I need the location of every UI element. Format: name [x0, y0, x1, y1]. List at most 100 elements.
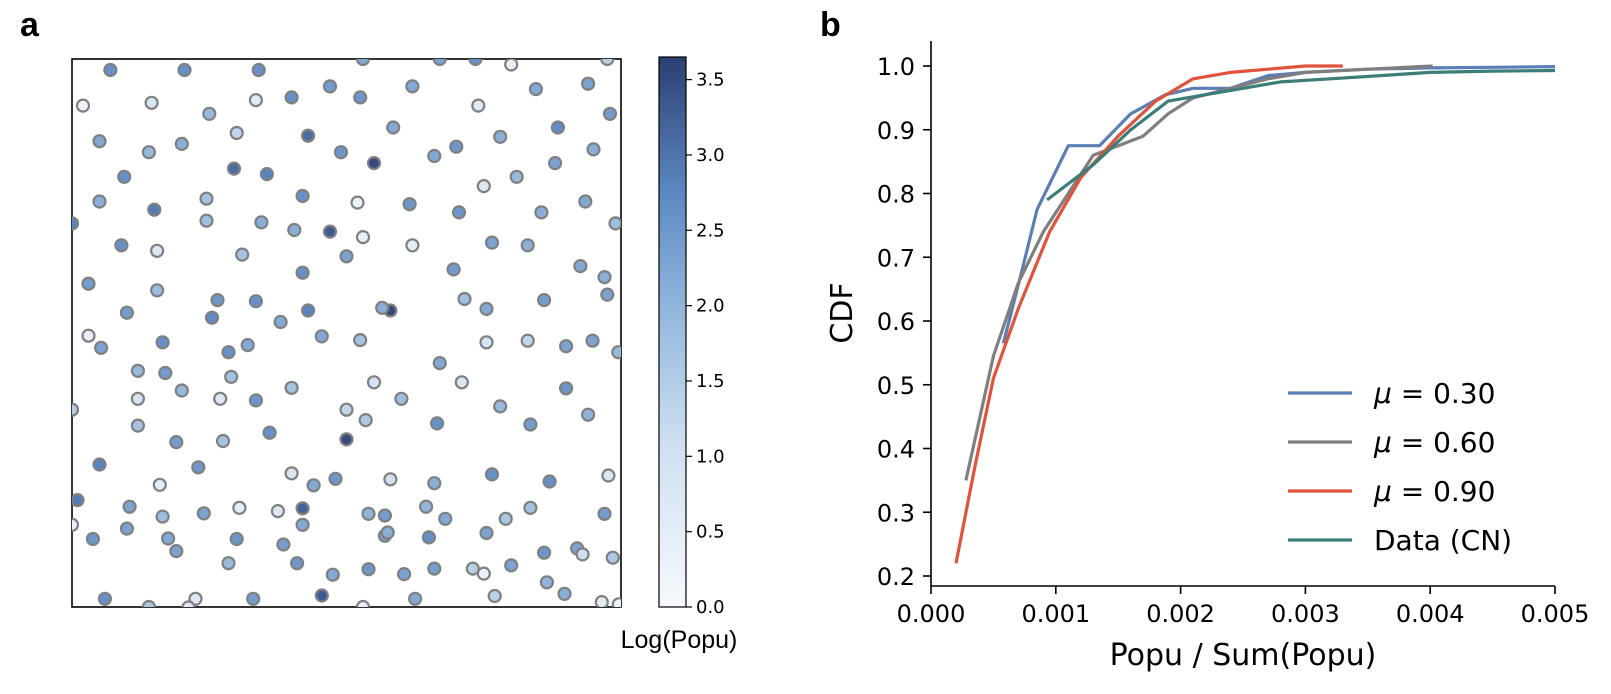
scatter-point [573, 259, 588, 274]
scatter-point [427, 148, 442, 164]
colorbar-tick-label: 3.5 [696, 70, 725, 91]
scatter-point [580, 76, 596, 91]
scatter-point [402, 197, 417, 212]
scatter-point [284, 466, 299, 481]
x-tick-label: 0.005 [1521, 600, 1590, 628]
scatter-point [130, 418, 145, 433]
scatter-point [397, 566, 412, 582]
scatter-point [141, 599, 156, 607]
scatter-point [213, 391, 228, 406]
scatter-point [465, 561, 480, 576]
scatter-point [432, 59, 447, 67]
scatter-point [251, 62, 266, 78]
scatter-point [221, 556, 236, 571]
scatter-point [155, 509, 170, 524]
legend: μ = 0.30 μ = 0.60 μ = 0.90 Data (CN) [1288, 377, 1512, 557]
scatter-point [339, 402, 354, 417]
scatter-point [295, 265, 310, 280]
scatter-point [468, 59, 483, 67]
x-axis-title: Popu / Sum(Popu) [1110, 638, 1377, 673]
colorbar-tick-label: 1.5 [696, 371, 725, 392]
scatter-point [438, 511, 453, 526]
scatter-point [484, 467, 500, 482]
scatter-point [72, 493, 85, 508]
scatter-point [457, 291, 472, 307]
scatter-point [295, 501, 310, 516]
scatter-point [504, 59, 519, 72]
scatter-point [405, 238, 420, 253]
scatter-point [174, 136, 189, 151]
scatter-point [314, 329, 329, 344]
scatter-point [333, 145, 349, 160]
scatter-point [361, 506, 376, 521]
scatter-point [161, 531, 176, 546]
scatter-point [273, 314, 288, 330]
scatter-point [355, 599, 371, 607]
scatter-point [449, 139, 464, 154]
scatter-point [306, 478, 321, 493]
scatter-point [493, 129, 508, 144]
legend-label: μ = 0.60 [1373, 426, 1495, 459]
scatter-point [287, 222, 302, 238]
scatter-point [380, 525, 395, 540]
panel-a-label: a [20, 6, 40, 44]
colorbar-tick-label: 2.5 [696, 220, 725, 241]
scatter-point [181, 600, 196, 607]
scatter-point [199, 191, 214, 206]
scatter-point [177, 62, 192, 78]
scatter-point [419, 499, 434, 514]
y-tick-label: 0.6 [877, 308, 915, 336]
scatter-point [536, 545, 552, 560]
scatter-point [224, 369, 239, 384]
scatter-point [158, 365, 173, 381]
scatter-point [254, 215, 269, 230]
scatter-point [328, 471, 343, 486]
scatter-point [174, 383, 189, 398]
scatter-point [487, 588, 502, 604]
panel-b-label: b [820, 6, 841, 44]
y-tick-label: 0.3 [877, 499, 915, 527]
scatter-point [597, 270, 612, 285]
scatter-point [284, 380, 299, 395]
scatter-point [394, 391, 409, 406]
x-tick-label: 0.000 [897, 600, 966, 628]
series-line-0 [1001, 65, 1556, 344]
scatter-point [229, 531, 244, 547]
scatter-point [377, 508, 392, 523]
scatter-point [355, 59, 371, 67]
scatter-point [314, 588, 329, 603]
scatter-point [504, 558, 519, 573]
scatter-point [476, 179, 491, 194]
scatter-point [550, 120, 566, 135]
scatter-point [322, 79, 338, 94]
scatter-point [169, 543, 184, 559]
scatter-point [191, 460, 206, 475]
scatter-point [383, 472, 398, 487]
scatter-point [114, 238, 129, 253]
y-axis-ticks: 0.2 0.3 0.4 0.5 0.6 0.7 0.8 0.9 1.0 [877, 53, 931, 591]
scatter-point [557, 586, 572, 601]
scatter-point [226, 161, 242, 176]
colorbar-ticks: 0.0 0.5 1.0 1.5 2.0 2.5 3.0 3.5 [686, 70, 725, 618]
scatter-point [361, 562, 376, 577]
scatter-point [608, 216, 621, 231]
scatter-point [93, 340, 109, 355]
scatter-point [169, 435, 184, 450]
scatter-point [325, 567, 340, 582]
colorbar-tick-label: 0.0 [696, 597, 725, 618]
scatter-point [248, 294, 263, 309]
scatter-point [520, 333, 535, 348]
scatter-point [405, 79, 420, 94]
colorbar-gradient [658, 56, 687, 608]
scatter-point [355, 230, 371, 245]
scatter-point [130, 391, 145, 406]
scatter-point [155, 335, 170, 350]
scatter-point [600, 287, 615, 302]
x-tick-label: 0.002 [1146, 600, 1215, 628]
colorbar-tick-label: 1.0 [696, 446, 725, 467]
scatter-point [542, 474, 557, 489]
scatter-point [427, 476, 442, 491]
scatter-point [479, 525, 494, 541]
scatter-point [147, 202, 162, 217]
scatter-point [597, 506, 612, 521]
